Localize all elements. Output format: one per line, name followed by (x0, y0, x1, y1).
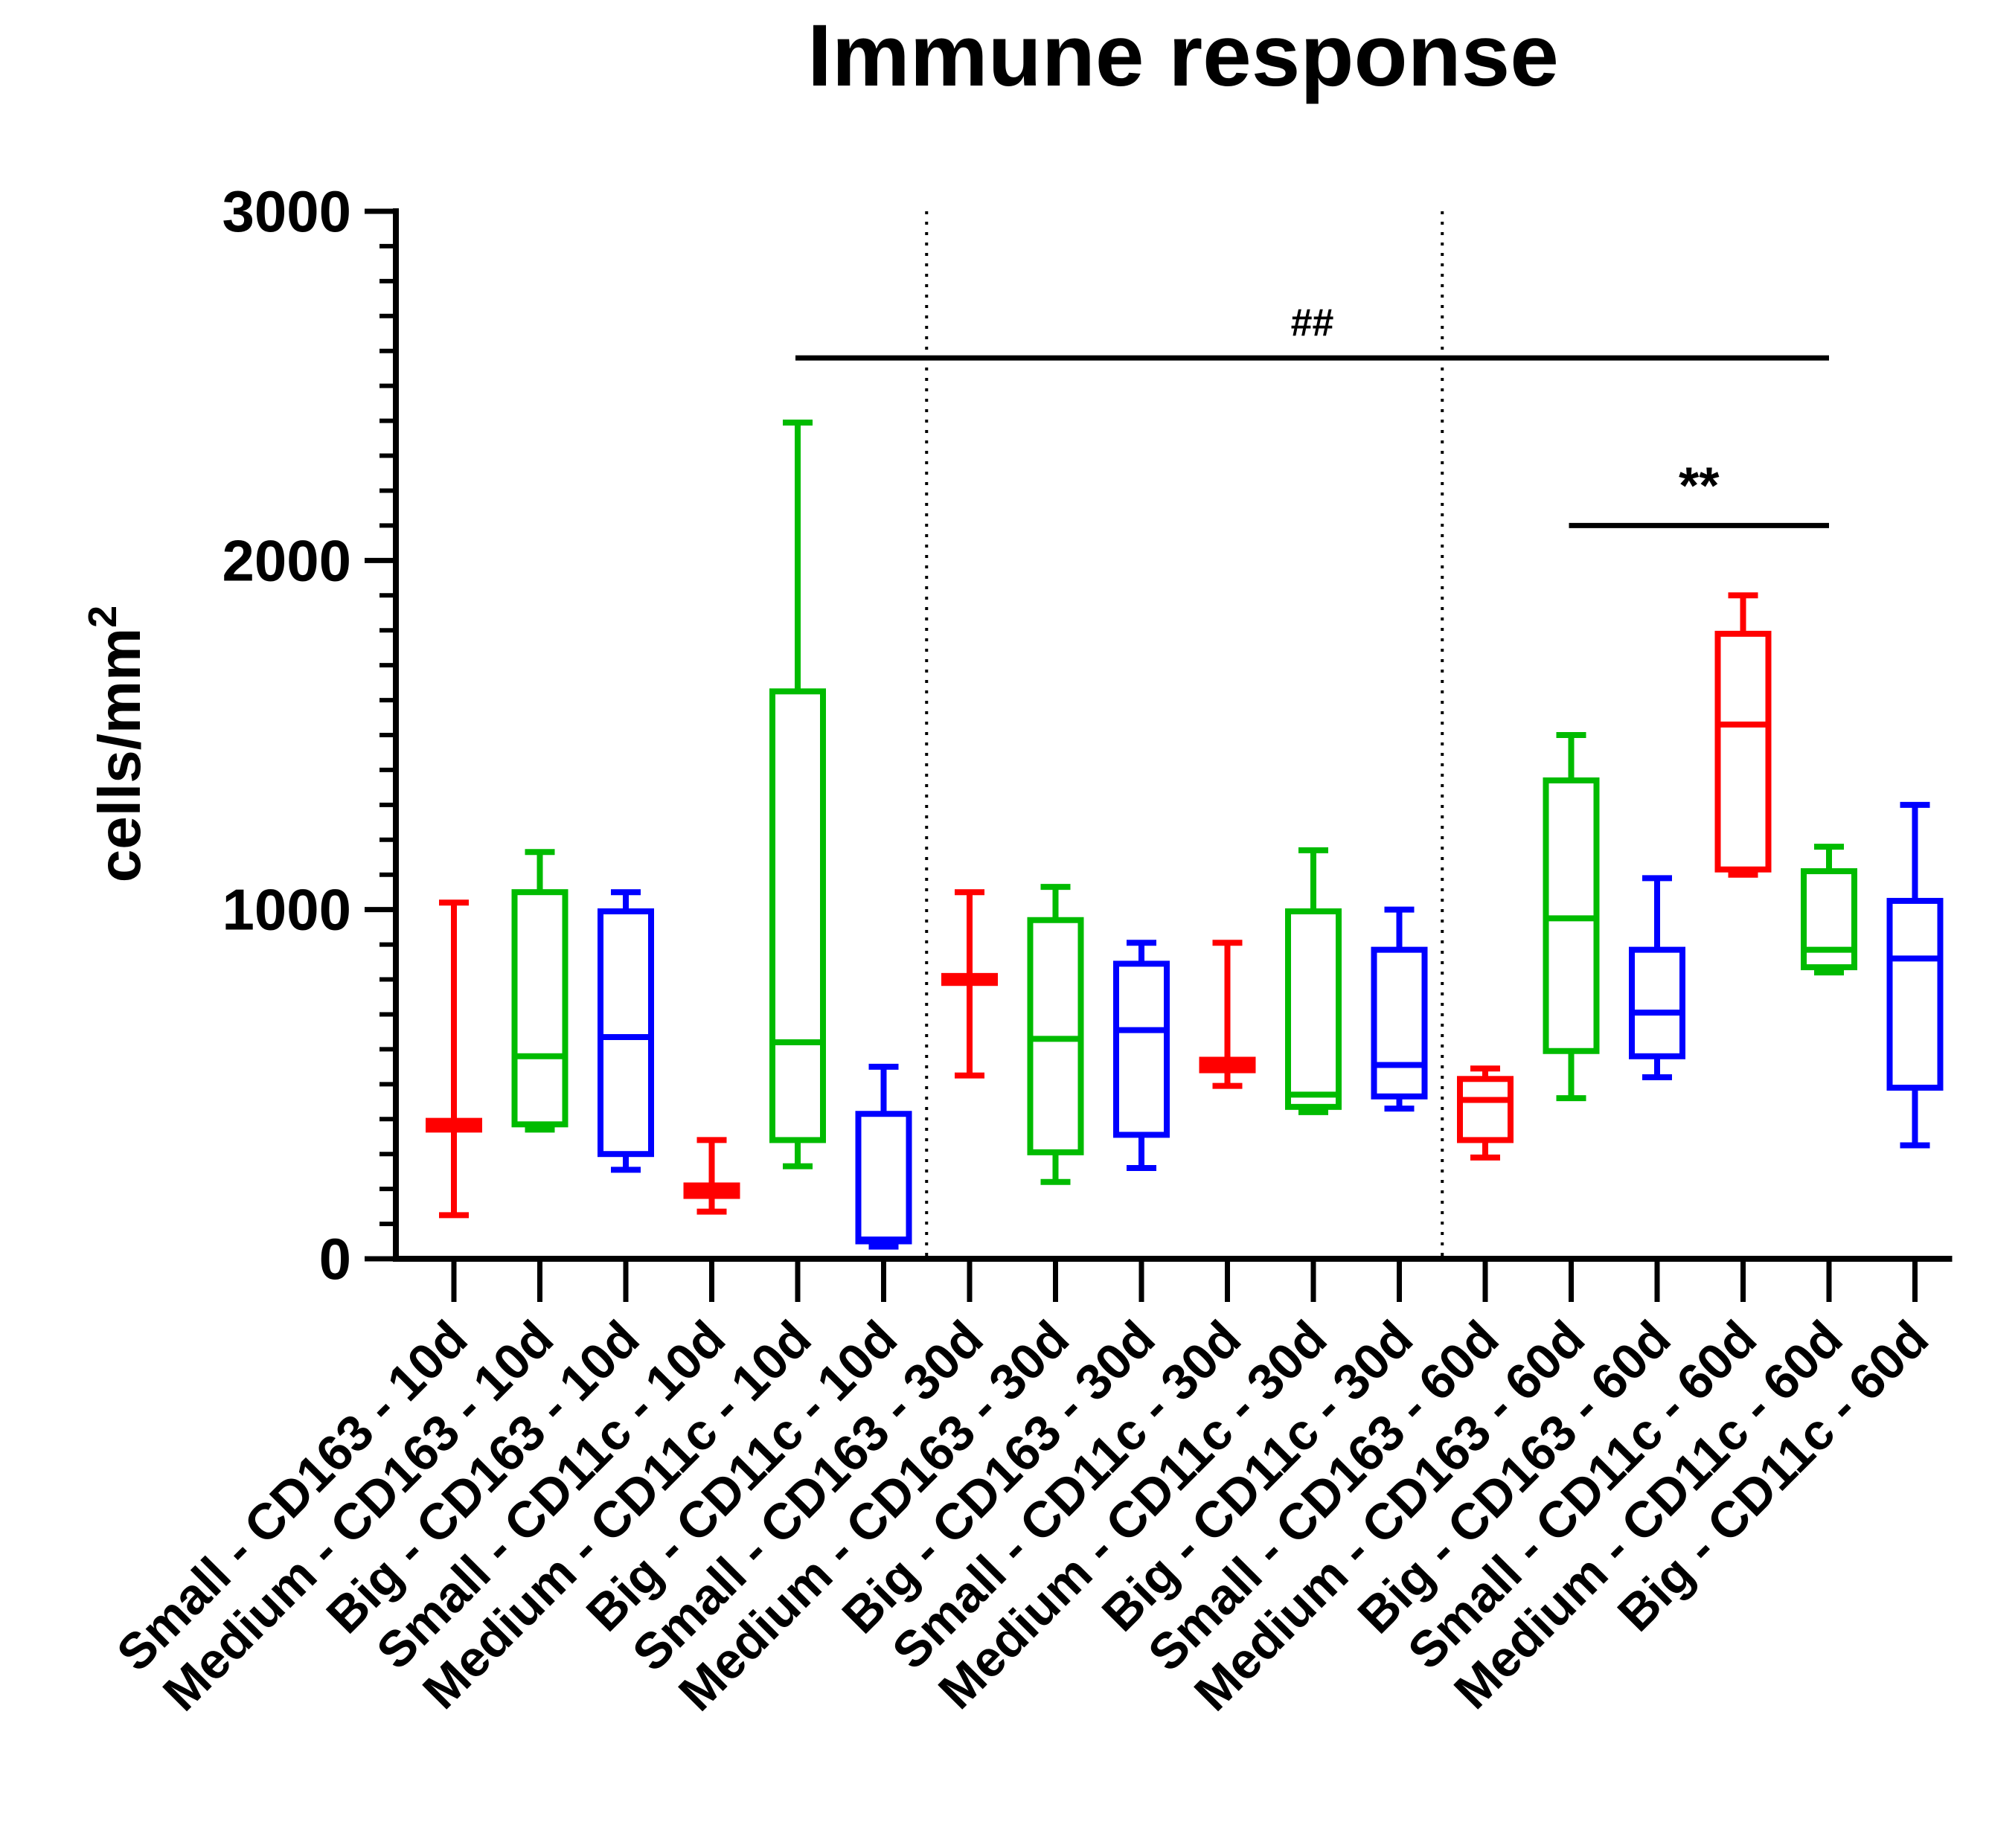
box-4 (683, 1137, 740, 1215)
box-iqr (1113, 960, 1170, 1138)
box-iqr (855, 1111, 912, 1245)
significance-label-1: ## (1291, 301, 1334, 344)
box-iqr (1285, 908, 1342, 1110)
y-tick-label: 1000 (222, 877, 351, 943)
boxes-layer (426, 419, 1944, 1250)
box-6 (855, 1063, 912, 1250)
y-axis-label: cells/mm2 (80, 606, 153, 882)
y-tick-label: 2000 (222, 527, 351, 593)
separator-layer (925, 211, 1444, 1259)
box-iqr (598, 908, 654, 1158)
box-1 (426, 899, 482, 1219)
box-14 (1543, 732, 1600, 1102)
y-tick-label: 0 (319, 1226, 351, 1292)
axes-layer (365, 208, 1953, 1302)
box-iqr (769, 688, 826, 1143)
box-iqr (511, 889, 568, 1128)
box-iqr (1886, 897, 1944, 1091)
box-3 (598, 889, 654, 1173)
box-iqr (1629, 946, 1685, 1059)
box-17 (1801, 844, 1857, 976)
box-8 (1027, 884, 1084, 1185)
chart-title: Immune response (807, 7, 1559, 105)
y-tick-label: 3000 (222, 179, 351, 244)
y-axis-label-superscript: 2 (80, 606, 125, 628)
box-7 (941, 889, 998, 1079)
box-10 (1199, 940, 1256, 1089)
box-iqr (1371, 946, 1428, 1100)
box-18 (1886, 801, 1944, 1149)
box-iqr (1457, 1076, 1514, 1143)
box-12 (1371, 906, 1428, 1112)
box-iqr (1714, 630, 1772, 873)
box-2 (511, 849, 568, 1133)
box-11 (1285, 847, 1342, 1115)
box-iqr (1801, 868, 1857, 971)
box-9 (1113, 940, 1170, 1171)
box-13 (1457, 1065, 1514, 1161)
box-5 (769, 419, 826, 1170)
y-axis-label-base: cells/mm (86, 628, 153, 882)
box-16 (1714, 592, 1772, 878)
box-15 (1629, 875, 1685, 1080)
annotation-layer: ## ** (795, 301, 1829, 528)
significance-label-2: ** (1679, 456, 1720, 514)
